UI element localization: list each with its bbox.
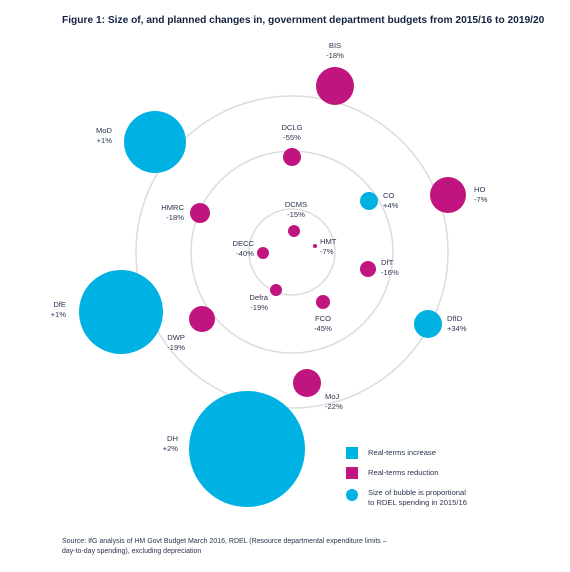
bubble-dh (189, 391, 305, 507)
label-dept: DfID (447, 314, 463, 323)
label-dept: CO (383, 191, 394, 200)
figure-title: Figure 1: Size of, and planned changes i… (62, 15, 545, 26)
label-fco: FCO -45% (314, 314, 332, 333)
label-dept: DH (167, 434, 178, 443)
legend-size-swatch (346, 489, 358, 501)
label-moj: MoJ -22% (325, 392, 343, 411)
label-change: -18% (166, 213, 184, 222)
bubbles (79, 67, 466, 507)
label-change: -19% (167, 343, 185, 352)
bubble-mod (124, 111, 186, 173)
label-dept: BIS (329, 41, 341, 50)
label-dept: DCLG (281, 123, 302, 132)
legend-size-line1: Size of bubble is proportional (368, 488, 466, 497)
legend-increase-label: Real-terms increase (368, 448, 436, 457)
label-dept: MoD (96, 126, 113, 135)
label-dept: HO (474, 185, 485, 194)
label-hmrc: HMRC -18% (161, 203, 184, 222)
legend-size: Size of bubble is proportional to RDEL s… (346, 487, 546, 515)
label-change: -15% (287, 210, 305, 219)
bubble-co (360, 192, 378, 210)
bubble-bis (316, 67, 354, 105)
bubble-moj (293, 369, 321, 397)
label-dept: HMT (320, 237, 337, 246)
legend-reduction-swatch (346, 467, 358, 479)
source-line2: day-to-day spending), excluding deprecia… (62, 547, 202, 555)
bubble-hmrc (190, 203, 210, 223)
label-dh: DH +2% (163, 434, 179, 453)
label-bis: BIS -18% (326, 41, 344, 60)
label-change: -18% (326, 51, 344, 60)
label-change: -55% (283, 133, 301, 142)
label-dfe: DfE +1% (51, 300, 67, 319)
label-dfid: DfID +34% (447, 314, 467, 333)
label-dept: MoJ (325, 392, 340, 401)
label-change: -45% (314, 324, 332, 333)
label-change: -7% (320, 247, 334, 256)
label-change: -40% (236, 249, 254, 258)
label-dept: HMRC (161, 203, 184, 212)
legend-increase: Real-terms increase (346, 447, 546, 467)
label-change: +34% (447, 324, 467, 333)
label-defra: Defra -19% (249, 293, 268, 312)
label-dept: DfT (381, 258, 394, 267)
label-dept: FCO (315, 314, 331, 323)
legend-reduction: Real-terms reduction (346, 467, 546, 487)
label-change: -16% (381, 268, 399, 277)
label-dept: DCMS (285, 200, 307, 209)
legend: Real-terms increase Real-terms reduction… (346, 447, 546, 515)
label-co: CO +4% (383, 191, 399, 210)
label-dept: DECC (232, 239, 254, 248)
ring-2 (190, 150, 394, 354)
label-hmt: HMT -7% (320, 237, 337, 256)
label-dept: Defra (249, 293, 268, 302)
label-dclg: DCLG -55% (281, 123, 302, 142)
bubble-ho (430, 177, 466, 213)
label-dft: DfT -16% (381, 258, 399, 277)
label-dwp: DWP -19% (167, 333, 185, 352)
label-change: +2% (163, 444, 179, 453)
label-change: -19% (250, 303, 268, 312)
source-note: Source: IfG analysis of HM Govt Budget M… (62, 537, 442, 556)
bubble-fco (316, 295, 330, 309)
label-change: -7% (474, 195, 488, 204)
legend-increase-swatch (346, 447, 358, 459)
label-dept: DfE (53, 300, 66, 309)
bubble-hmt (313, 244, 317, 248)
legend-size-label: Size of bubble is proportional to RDEL s… (368, 488, 467, 508)
ring-1 (135, 95, 449, 409)
label-ho: HO -7% (474, 185, 488, 204)
bubble-dwp (189, 306, 215, 332)
bubble-decc (257, 247, 269, 259)
legend-reduction-label: Real-terms reduction (368, 468, 439, 477)
bubble-dcms (288, 225, 300, 237)
bubble-dfe (79, 270, 163, 354)
label-change: +1% (51, 310, 67, 319)
ring-3 (248, 208, 336, 296)
label-decc: DECC -40% (232, 239, 254, 258)
bubble-dft (360, 261, 376, 277)
label-mod: MoD +1% (96, 126, 113, 145)
legend-size-line2: to RDEL spending in 2015/16 (368, 498, 467, 507)
bubble-dclg (283, 148, 301, 166)
label-dept: DWP (167, 333, 185, 342)
label-change: +1% (97, 136, 113, 145)
label-change: -22% (325, 402, 343, 411)
source-line1: Source: IfG analysis of HM Govt Budget M… (62, 538, 387, 545)
bubble-defra (270, 284, 282, 296)
bubble-labels: MoD +1%DfE +1%DH +2%DfID +34%CO +4%BIS -18%HO -… (51, 41, 488, 453)
label-change: +4% (383, 201, 399, 210)
label-dcms: DCMS -15% (285, 200, 307, 219)
bubble-dfid (414, 310, 442, 338)
